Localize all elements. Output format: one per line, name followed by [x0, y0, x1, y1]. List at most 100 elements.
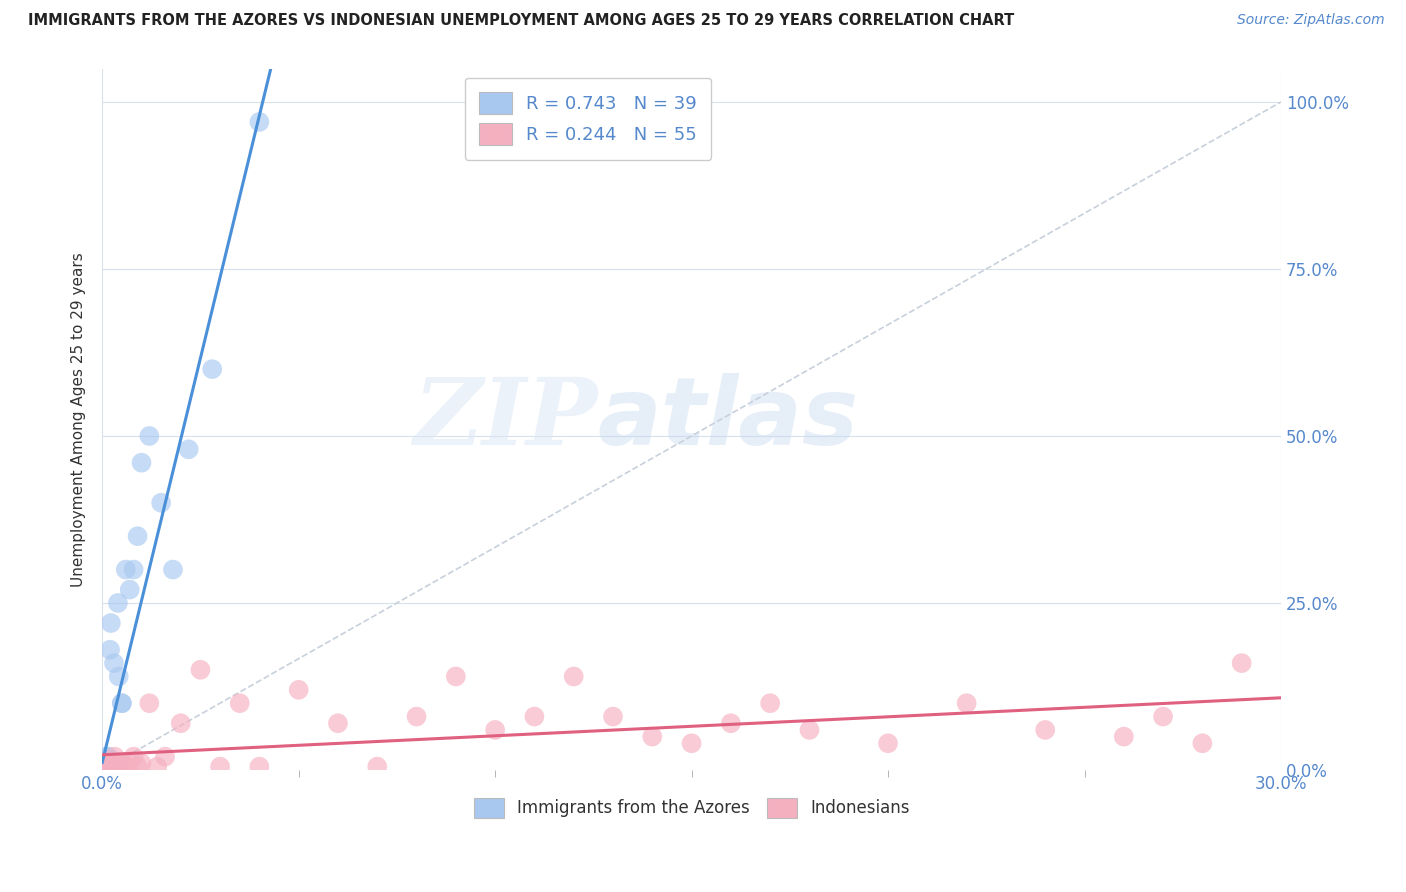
- Point: [104, 759, 127, 773]
- Point: [98, 756, 121, 771]
- Point: [131, 456, 153, 470]
- Point: [122, 749, 145, 764]
- Point: [247, 115, 270, 129]
- Text: Source: ZipAtlas.com: Source: ZipAtlas.com: [1237, 13, 1385, 28]
- Point: [720, 716, 742, 731]
- Point: [1112, 730, 1135, 744]
- Point: [97, 749, 120, 764]
- Point: [444, 669, 467, 683]
- Point: [138, 429, 160, 443]
- Point: [97, 756, 120, 771]
- Point: [97, 759, 120, 773]
- Point: [138, 696, 160, 710]
- Point: [877, 736, 900, 750]
- Point: [118, 582, 141, 597]
- Point: [111, 756, 134, 771]
- Text: IMMIGRANTS FROM THE AZORES VS INDONESIAN UNEMPLOYMENT AMONG AGES 25 TO 29 YEARS : IMMIGRANTS FROM THE AZORES VS INDONESIAN…: [28, 13, 1014, 29]
- Point: [681, 736, 703, 750]
- Point: [96, 756, 118, 771]
- Point: [94, 749, 117, 764]
- Point: [484, 723, 506, 737]
- Text: atlas: atlas: [598, 373, 859, 466]
- Point: [177, 442, 200, 457]
- Point: [201, 362, 224, 376]
- Point: [94, 759, 117, 773]
- Point: [190, 663, 212, 677]
- Point: [100, 615, 122, 630]
- Point: [98, 759, 121, 773]
- Point: [1230, 656, 1253, 670]
- Point: [96, 753, 118, 767]
- Point: [104, 756, 127, 771]
- Point: [100, 759, 122, 773]
- Point: [94, 756, 117, 771]
- Point: [101, 759, 124, 773]
- Text: ZIP: ZIP: [413, 375, 598, 464]
- Point: [104, 759, 127, 773]
- Point: [146, 759, 169, 773]
- Legend: Immigrants from the Azores, Indonesians: Immigrants from the Azores, Indonesians: [467, 791, 917, 825]
- Point: [209, 759, 232, 773]
- Point: [103, 759, 125, 773]
- Point: [405, 709, 427, 723]
- Point: [122, 563, 145, 577]
- Point: [93, 759, 115, 773]
- Point: [111, 696, 134, 710]
- Point: [131, 756, 153, 771]
- Point: [111, 696, 134, 710]
- Point: [162, 563, 184, 577]
- Point: [97, 759, 120, 773]
- Point: [100, 759, 122, 773]
- Point: [98, 642, 121, 657]
- Point: [641, 730, 664, 744]
- Point: [104, 749, 127, 764]
- Point: [98, 759, 121, 773]
- Point: [118, 756, 141, 771]
- Point: [93, 759, 115, 773]
- Point: [366, 759, 388, 773]
- Point: [100, 756, 122, 771]
- Point: [114, 759, 136, 773]
- Point: [103, 656, 125, 670]
- Point: [170, 716, 193, 731]
- Point: [98, 759, 121, 773]
- Point: [93, 759, 115, 773]
- Point: [523, 709, 546, 723]
- Point: [1152, 709, 1174, 723]
- Point: [111, 756, 134, 771]
- Point: [103, 756, 125, 771]
- Point: [97, 759, 120, 773]
- Point: [107, 596, 129, 610]
- Point: [94, 759, 117, 773]
- Point: [107, 759, 129, 773]
- Point: [127, 759, 149, 773]
- Point: [107, 759, 129, 773]
- Point: [229, 696, 252, 710]
- Y-axis label: Unemployment Among Ages 25 to 29 years: Unemployment Among Ages 25 to 29 years: [72, 252, 86, 587]
- Point: [562, 669, 585, 683]
- Point: [94, 759, 117, 773]
- Point: [1191, 736, 1213, 750]
- Point: [150, 496, 173, 510]
- Point: [103, 759, 125, 773]
- Point: [94, 759, 117, 773]
- Point: [326, 716, 349, 731]
- Point: [97, 759, 120, 773]
- Point: [98, 759, 121, 773]
- Point: [107, 669, 129, 683]
- Point: [956, 696, 979, 710]
- Point: [107, 759, 129, 773]
- Point: [287, 682, 309, 697]
- Point: [127, 529, 149, 543]
- Point: [114, 563, 136, 577]
- Point: [153, 749, 176, 764]
- Point: [94, 756, 117, 771]
- Point: [96, 759, 118, 773]
- Point: [799, 723, 821, 737]
- Point: [101, 756, 124, 771]
- Point: [759, 696, 782, 710]
- Point: [602, 709, 624, 723]
- Point: [247, 759, 270, 773]
- Point: [1033, 723, 1056, 737]
- Point: [98, 756, 121, 771]
